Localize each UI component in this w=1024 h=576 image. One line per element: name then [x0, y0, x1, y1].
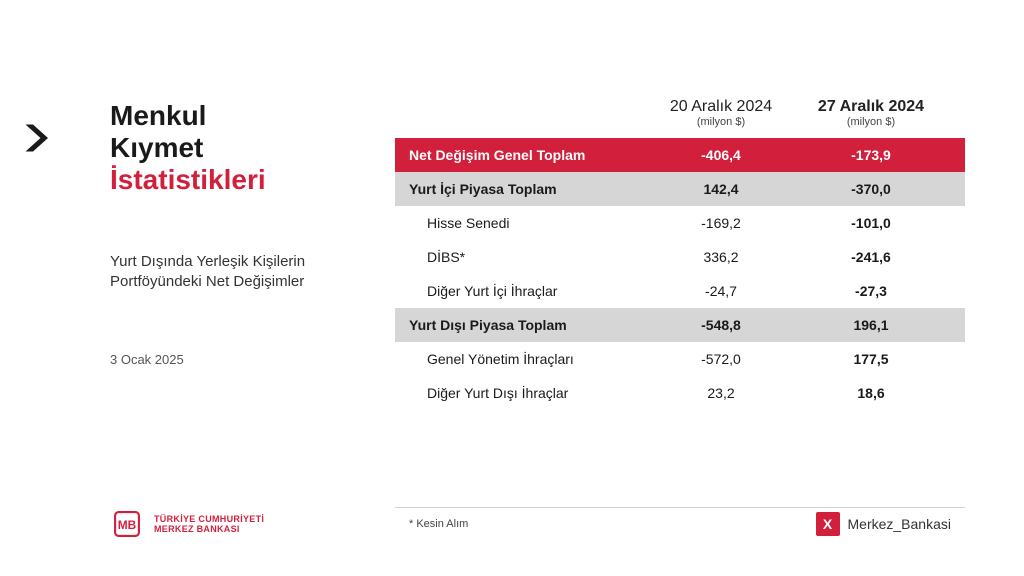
subtitle: Yurt Dışında Yerleşik Kişilerin Portföyü… — [110, 252, 370, 293]
row-label: Diğer Yurt İçi İhraçlar — [409, 283, 651, 299]
col2-date: 20 Aralık 2024 — [651, 98, 791, 116]
row-label: Hisse Senedi — [409, 215, 651, 231]
table-row: Net Değişim Genel Toplam-406,4-173,9 — [395, 138, 965, 172]
tcmb-logo-text: TÜRKİYE CUMHURİYETİ MERKEZ BANKASI — [154, 514, 264, 535]
row-label: Net Değişim Genel Toplam — [409, 147, 651, 163]
table-row: Yurt İçi Piyasa Toplam142,4-370,0 — [395, 172, 965, 206]
row-label: Yurt Dışı Piyasa Toplam — [409, 317, 651, 333]
tcmb-logo-text-line1: TÜRKİYE CUMHURİYETİ — [154, 514, 264, 524]
table-row: DİBS*336,2-241,6 — [395, 240, 965, 274]
row-value-current: -173,9 — [791, 147, 951, 163]
table-row: Yurt Dışı Piyasa Toplam-548,8196,1 — [395, 308, 965, 342]
row-value-prev: -24,7 — [651, 283, 791, 299]
col3-unit: (milyon $) — [791, 116, 951, 128]
table-header-row: 20 Aralık 2024 (milyon $) 27 Aralık 2024… — [395, 98, 965, 138]
data-table: 20 Aralık 2024 (milyon $) 27 Aralık 2024… — [395, 98, 965, 410]
col3-date: 27 Aralık 2024 — [791, 98, 951, 116]
table-row: Genel Yönetim İhraçları-572,0177,5 — [395, 342, 965, 376]
row-value-current: 18,6 — [791, 385, 951, 401]
tcmb-logo-icon: MB — [110, 507, 144, 541]
table-row: Hisse Senedi-169,2-101,0 — [395, 206, 965, 240]
row-value-prev: 142,4 — [651, 181, 791, 197]
row-label: Diğer Yurt Dışı İhraçlar — [409, 385, 651, 401]
table-header-col3: 27 Aralık 2024 (milyon $) — [791, 98, 951, 128]
row-value-current: 196,1 — [791, 317, 951, 333]
row-value-prev: 23,2 — [651, 385, 791, 401]
row-value-current: -27,3 — [791, 283, 951, 299]
row-value-prev: -572,0 — [651, 351, 791, 367]
x-icon: X — [816, 512, 840, 536]
tcmb-logo: MB TÜRKİYE CUMHURİYETİ MERKEZ BANKASI — [110, 507, 264, 541]
row-value-prev: 336,2 — [651, 249, 791, 265]
svg-text:MB: MB — [118, 518, 137, 532]
chevron-icon — [18, 120, 54, 156]
row-value-current: 177,5 — [791, 351, 951, 367]
table-header-col2: 20 Aralık 2024 (milyon $) — [651, 98, 791, 128]
table-row: Diğer Yurt İçi İhraçlar-24,7-27,3 — [395, 274, 965, 308]
row-value-current: -241,6 — [791, 249, 951, 265]
row-value-prev: -169,2 — [651, 215, 791, 231]
table-body: Net Değişim Genel Toplam-406,4-173,9Yurt… — [395, 138, 965, 410]
footnote-bar: * Kesin Alım X Merkez_Bankasi — [395, 512, 965, 536]
row-value-current: -101,0 — [791, 215, 951, 231]
report-date: 3 Ocak 2025 — [110, 352, 370, 367]
row-label: Genel Yönetim İhraçları — [409, 351, 651, 367]
tcmb-logo-text-line2: MERKEZ BANKASI — [154, 524, 264, 534]
social-handle-text: Merkez_Bankasi — [848, 516, 952, 532]
row-label: DİBS* — [409, 249, 651, 265]
footnote-text: * Kesin Alım — [409, 518, 468, 530]
col2-unit: (milyon $) — [651, 116, 791, 128]
title-line-2: Kıymet — [110, 132, 370, 164]
title-line-3: İstatistikleri — [110, 164, 370, 196]
social-handle: X Merkez_Bankasi — [816, 512, 952, 536]
page: Menkul Kıymet İstatistikleri Yurt Dışınd… — [0, 0, 1024, 576]
table-bottom-divider — [395, 507, 965, 508]
row-value-prev: -406,4 — [651, 147, 791, 163]
row-value-prev: -548,8 — [651, 317, 791, 333]
title-line-1: Menkul — [110, 100, 370, 132]
left-column: Menkul Kıymet İstatistikleri Yurt Dışınd… — [110, 100, 370, 367]
table-row: Diğer Yurt Dışı İhraçlar23,218,6 — [395, 376, 965, 410]
row-label: Yurt İçi Piyasa Toplam — [409, 181, 651, 197]
row-value-current: -370,0 — [791, 181, 951, 197]
